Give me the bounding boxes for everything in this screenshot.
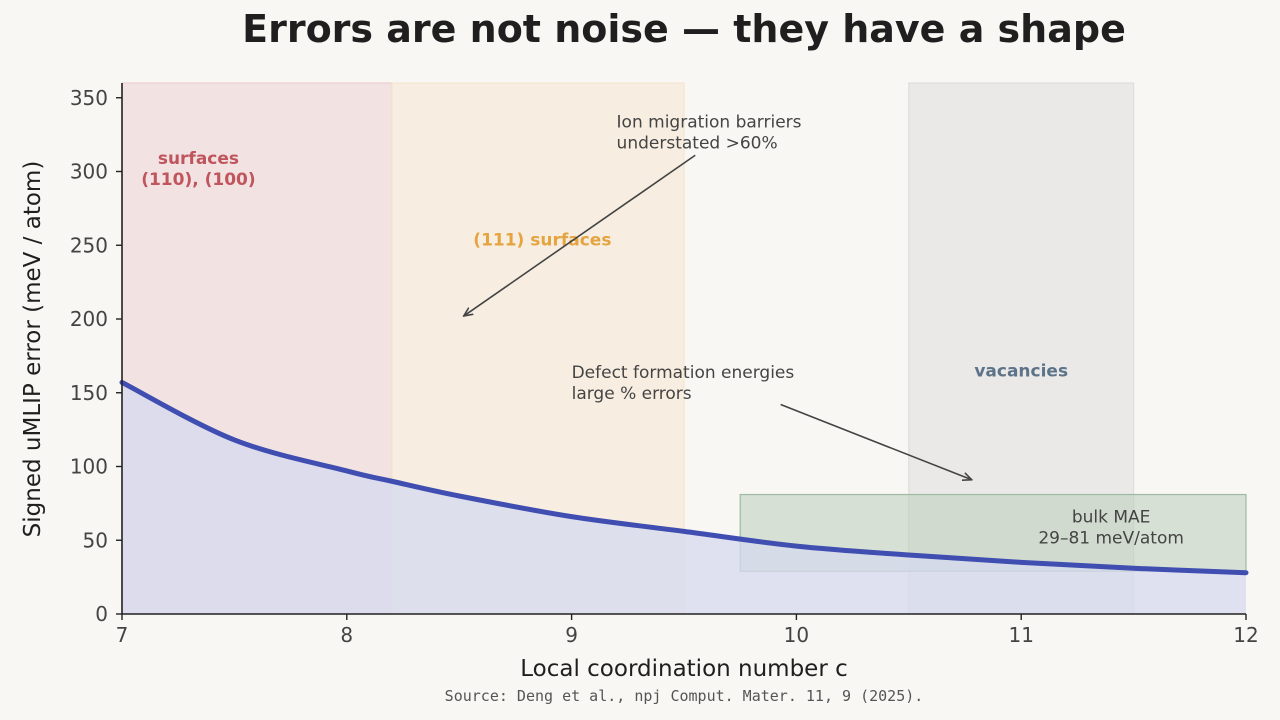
- y-tick-label: 150: [70, 381, 108, 405]
- y-tick-label: 250: [70, 233, 108, 257]
- annotation-defect-formation-text: Defect formation energies large % errors: [572, 363, 795, 404]
- y-tick-label: 200: [70, 307, 108, 331]
- annotation-defect-formation-arrow: [780, 403, 972, 480]
- region-label-vacancies: vacancies: [974, 362, 1068, 382]
- error-curve-line: [119, 379, 1249, 576]
- x-tick-label: 12: [1233, 623, 1258, 647]
- bulk-mae-label: bulk MAE 29–81 meV/atom: [1038, 508, 1184, 549]
- source-note: Source: Deng et al., npj Comput. Mater. …: [445, 687, 924, 705]
- region-label-surfaces: surfaces (110), (100): [141, 149, 255, 190]
- x-axis-label: Local coordination number c: [520, 656, 848, 682]
- x-tick-label: 8: [340, 623, 353, 647]
- y-tick-label: 350: [70, 86, 108, 110]
- region-label-111-surfaces: (111) surfaces: [473, 230, 611, 250]
- chart-title: Errors are not noise — they have a shape: [242, 7, 1126, 51]
- annotation-ion-migration-arrow: [464, 154, 696, 316]
- y-axis-label: Signed uMLIP error (meV / atom): [20, 161, 46, 538]
- x-tick-label: 7: [116, 623, 129, 647]
- axes: 7 8 9 10 11 12 0 50 100 150 200 250 300 350: [70, 83, 1259, 647]
- y-tick-label: 50: [83, 528, 108, 552]
- x-tick-label: 10: [784, 623, 809, 647]
- annotation-ion-migration-text: Ion migration barriers understated >60%: [617, 112, 802, 153]
- y-tick-label: 0: [95, 602, 108, 626]
- y-tick-label: 100: [70, 455, 108, 479]
- error-area-fill: [122, 382, 1246, 614]
- x-tick-label: 11: [1008, 623, 1033, 647]
- y-tick-label: 300: [70, 160, 108, 184]
- x-tick-label: 9: [565, 623, 578, 647]
- annotations: Ion migration barriers understated >60% De…: [464, 112, 972, 480]
- error-curve-group: [119, 379, 1249, 614]
